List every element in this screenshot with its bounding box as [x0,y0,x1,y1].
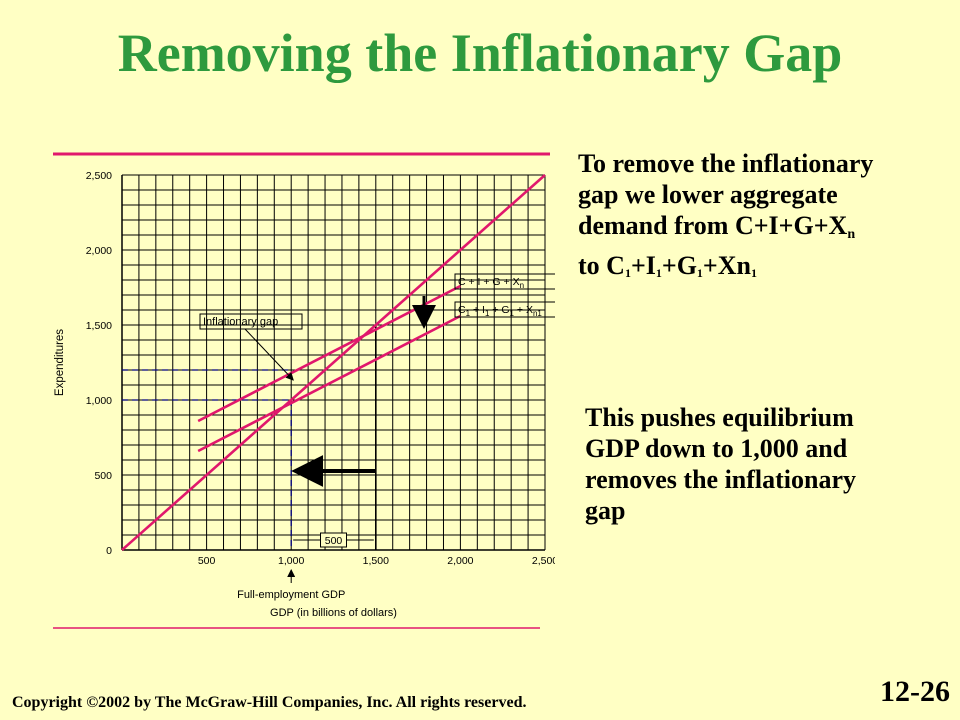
explanation-2-line-2: GDP down to 1,000 and [585,434,848,463]
legend-ae-lowered-box [454,301,555,318]
slide-title: Removing the Inflationary Gap [117,23,843,83]
explanation-text-2: This pushes equilibrium GDP down to 1,00… [585,402,945,526]
ae-new-g-sub: 1 [696,266,703,280]
explanation-1-line-4: to C1+I1+G1+Xn1 [578,250,958,289]
explanation-2-line-1: This pushes equilibrium [585,403,854,432]
ae-lowered-line [197,314,461,453]
y-tick-label: 1,500 [86,320,112,332]
inflationary-gap-pointer [244,328,294,381]
ae-new-xn: +Xn [702,251,751,280]
full-employment-label: Full-employment GDP [237,589,345,601]
45-degree-line [121,174,546,551]
y-tick-label: 0 [106,545,112,557]
x-tick-label: 1,000 [278,555,304,567]
explanation-text-1: To remove the inflationary gap we lower … [578,148,958,289]
ae-new-i-sub: 1 [655,266,662,280]
explanation-1-line-3: demand from C+I+G+Xn [578,210,958,250]
legend-ae-original-box [454,273,555,290]
aggregate-expenditure-chart: 0 500 1,000 1,500 2,000 2,500 500 1,000 1,500 2,0… [53,152,555,629]
ae-original-line [197,284,461,423]
ae-original-label: demand from C+I+G+X [578,211,848,240]
y-tick-label: 1,000 [86,395,112,407]
inflationary-gap-label: Inflationary gap [203,316,278,328]
x-tick-label: 2,500 [532,555,555,567]
gap-width-label-box [320,532,347,548]
copyright-notice: Copyright ©2002 by The McGraw-Hill Compa… [12,694,527,711]
explanation-1-line-2: gap we lower aggregate [578,180,838,209]
slide-number: 12-26 [880,675,950,708]
legend-ae-original: C + I + G + Xn [458,276,524,290]
y-tick-label: 2,500 [86,170,112,182]
ae-new-g: +G [661,251,697,280]
legend-ae-lowered: C1 + I1 + G1 + Xn1 [458,304,542,318]
explanation-2-line-4: gap [585,496,626,525]
ae-new-xn-sub: 1 [750,266,757,280]
x-tick-label: 2,000 [447,555,473,567]
gap-width-label: 500 [325,535,343,547]
ae-new-c-sub: 1 [624,266,631,280]
x-axis-title: GDP (in billions of dollars) [270,607,397,619]
chart-area: 0 500 1,000 1,500 2,000 2,500 500 1,000 1,500 2,0… [45,150,555,635]
y-tick-label: 2,000 [86,245,112,257]
x-tick-label: 500 [198,555,216,567]
ae-new-c: to C [578,251,625,280]
x-tick-label: 1,500 [363,555,389,567]
y-axis-title: Expenditures [54,329,66,396]
y-tick-label: 500 [94,470,112,482]
ae-new-i: +I [630,251,656,280]
explanation-1-line-1: To remove the inflationary [578,149,874,178]
ae-original-subscript: n [847,227,856,242]
inflationary-gap-label-box [199,313,303,330]
explanation-2-line-3: removes the inflationary [585,465,857,494]
